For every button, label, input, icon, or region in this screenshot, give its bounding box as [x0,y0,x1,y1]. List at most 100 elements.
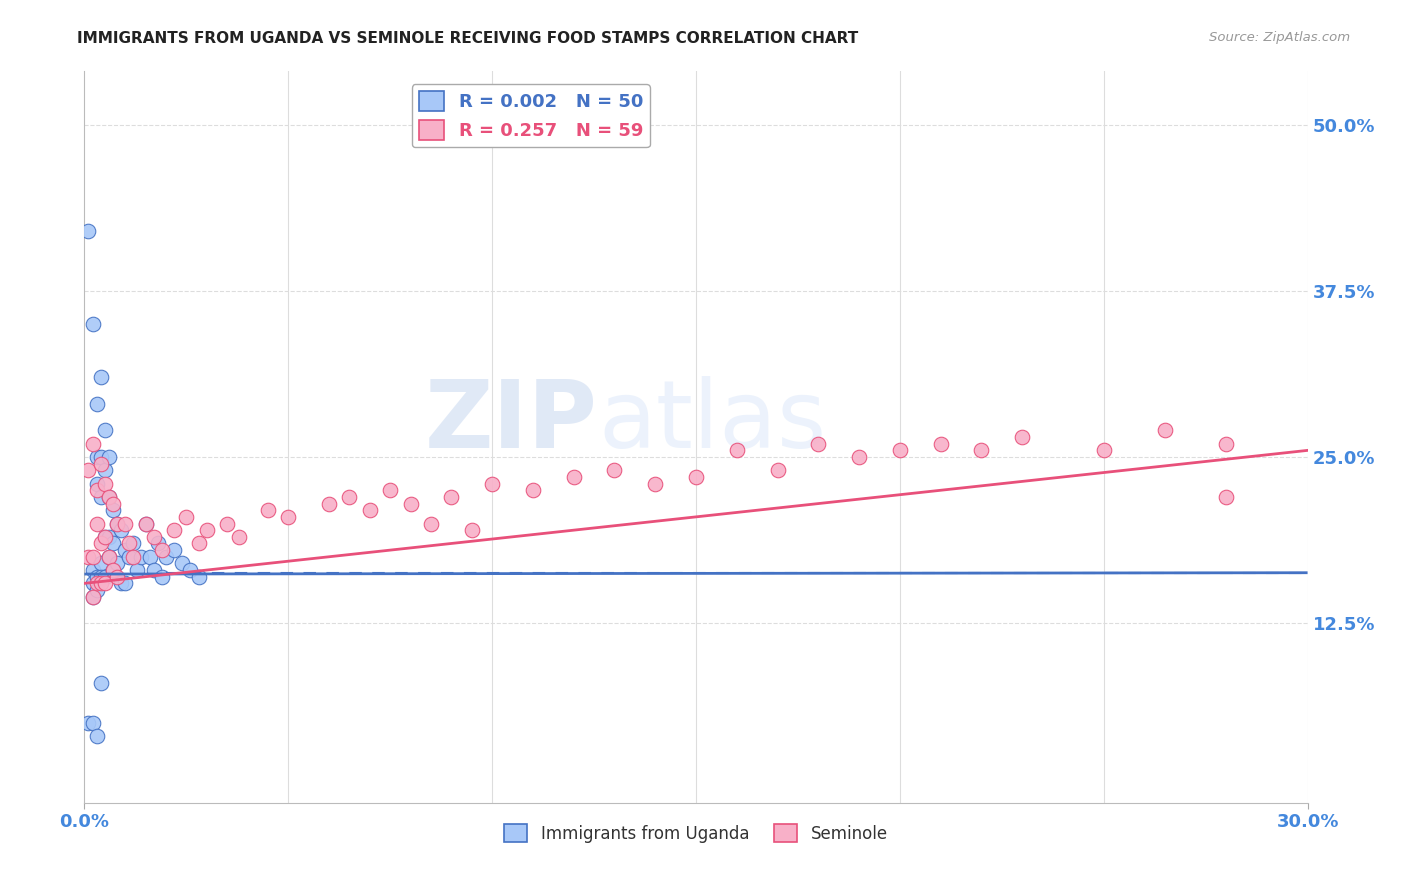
Point [77,716,100,731]
Point [685,470,707,484]
Point [127,563,149,577]
Point [807,436,830,450]
Point [101,497,124,511]
Point [77,549,100,564]
Point [86,516,108,531]
Point [93,424,115,438]
Point [135,516,157,531]
Point [481,476,503,491]
Point [90,576,112,591]
Point [122,549,145,564]
Point [114,576,136,591]
Point [644,476,666,491]
Point [163,543,186,558]
Point [155,549,177,564]
Legend: Immigrants from Uganda, Seminole: Immigrants from Uganda, Seminole [498,817,894,849]
Point [195,523,218,537]
Point [138,549,160,564]
Point [101,503,124,517]
Point [90,570,112,584]
Point [970,443,993,458]
Point [93,570,115,584]
Point [90,370,112,384]
Point [174,509,197,524]
Point [1154,424,1177,438]
Point [90,490,112,504]
Point [90,450,112,464]
Point [187,536,209,550]
Point [179,563,201,577]
Point [93,476,115,491]
Point [97,530,120,544]
Point [110,523,132,537]
Point [77,463,100,477]
Point [82,590,104,604]
Point [150,543,173,558]
Point [359,503,381,517]
Point [461,523,484,537]
Point [142,530,165,544]
Point [257,503,280,517]
Point [118,549,141,564]
Point [97,549,120,564]
Point [217,516,239,531]
Point [105,516,128,531]
Point [86,570,108,584]
Point [86,476,108,491]
Point [97,450,120,464]
Point [146,536,169,550]
Point [82,563,104,577]
Point [82,716,104,731]
Point [1215,436,1237,450]
Point [90,557,112,571]
Point [93,576,115,591]
Point [86,483,108,498]
Text: atlas: atlas [598,376,827,468]
Point [420,516,443,531]
Point [105,570,128,584]
Point [101,563,124,577]
Text: ZIP: ZIP [425,376,598,468]
Point [380,483,402,498]
Point [318,497,340,511]
Text: IMMIGRANTS FROM UGANDA VS SEMINOLE RECEIVING FOOD STAMPS CORRELATION CHART: IMMIGRANTS FROM UGANDA VS SEMINOLE RECEI… [77,31,859,46]
Point [929,436,952,450]
Point [889,443,911,458]
Point [77,224,100,238]
Point [90,457,112,471]
Point [82,590,104,604]
Point [86,582,108,597]
Point [562,470,585,484]
Point [163,523,186,537]
Point [101,563,124,577]
Point [114,516,136,531]
Point [1011,430,1033,444]
Point [603,463,626,477]
Point [86,729,108,743]
Point [97,490,120,504]
Point [114,543,136,558]
Point [110,576,132,591]
Point [725,443,748,458]
Point [440,490,463,504]
Point [101,536,124,550]
Point [93,463,115,477]
Point [399,497,422,511]
Point [86,576,108,591]
Point [848,450,870,464]
Point [228,530,250,544]
Point [131,549,153,564]
Point [339,490,361,504]
Point [82,576,104,591]
Point [172,557,194,571]
Point [118,536,141,550]
Point [82,317,104,331]
Point [1215,490,1237,504]
Point [82,436,104,450]
Point [150,570,173,584]
Point [86,397,108,411]
Point [90,536,112,550]
Point [142,563,165,577]
Point [105,557,128,571]
Point [187,570,209,584]
